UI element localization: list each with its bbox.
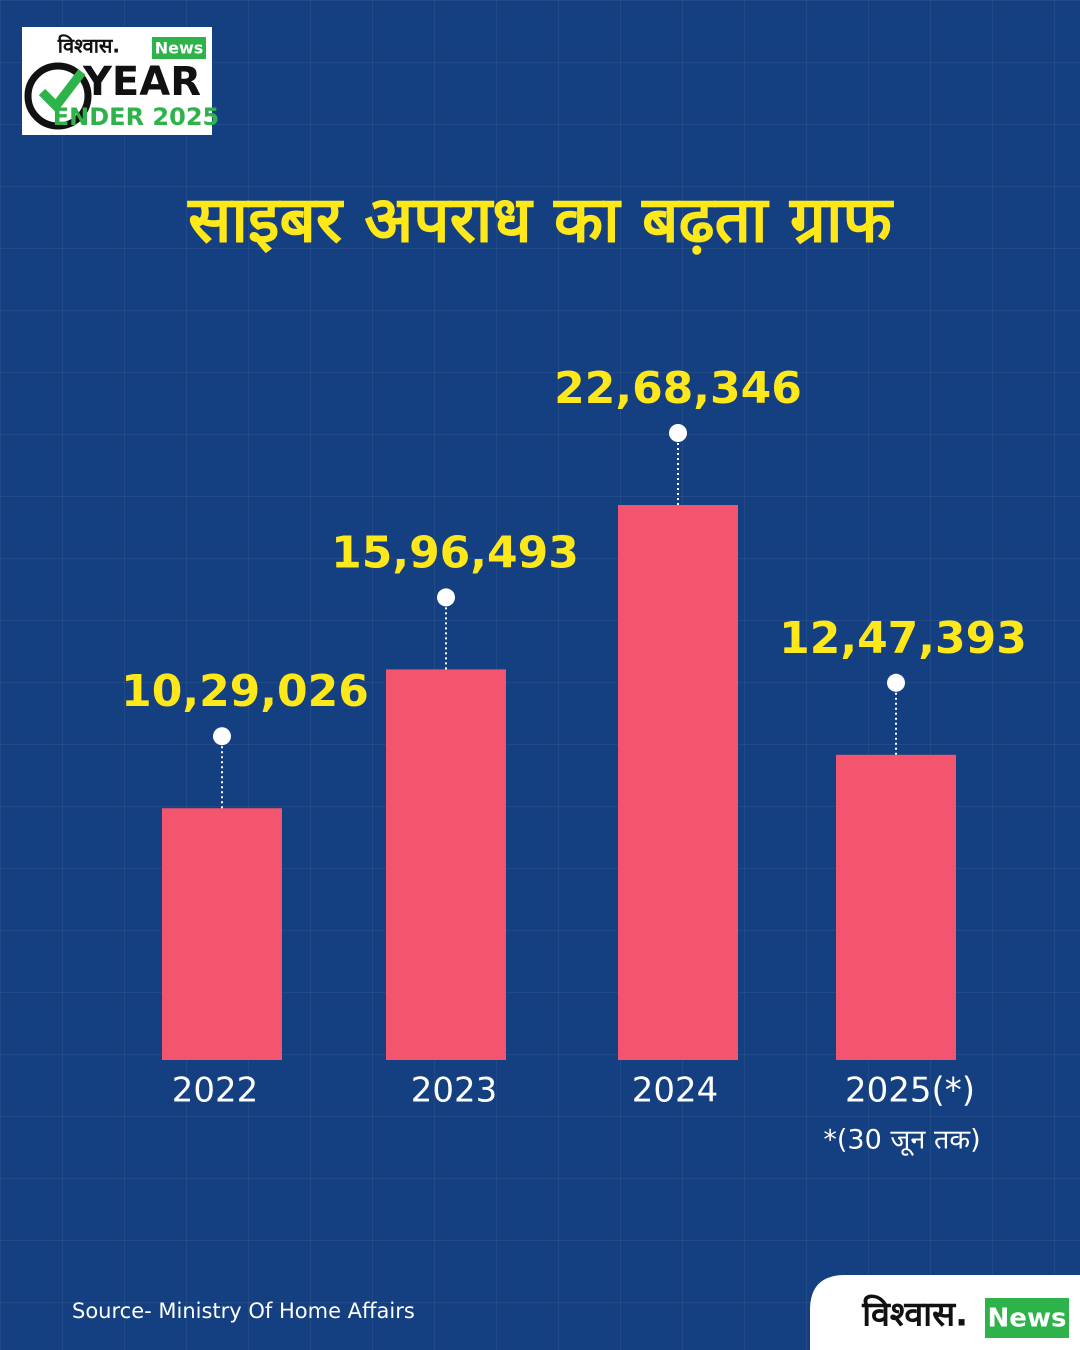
logo-line2: ENDER 2025 xyxy=(53,103,219,131)
logo-badge-box xyxy=(152,37,206,59)
footer-brand: विश्वास. xyxy=(861,1294,968,1335)
bar xyxy=(618,505,738,1060)
x-tick-label: 2024 xyxy=(632,1071,719,1111)
x-tick-label: 2022 xyxy=(172,1071,259,1111)
bar xyxy=(162,808,282,1060)
logo-check xyxy=(38,69,86,113)
leader-dot xyxy=(887,673,905,692)
leader-dot xyxy=(669,424,687,442)
footer-badge: News xyxy=(988,1304,1067,1334)
source: Source- Ministry Of Home Affairs xyxy=(72,1299,415,1323)
footnote: *(30 जून तक) xyxy=(823,1125,980,1157)
value-label: 22,68,346 xyxy=(554,363,802,414)
footer-badge-box xyxy=(985,1298,1069,1338)
logo-badge: News xyxy=(155,39,204,58)
chart-title: साइबर अपराध का बढ़ता ग्राफ xyxy=(187,184,895,258)
leader-dot xyxy=(437,588,455,607)
leader-dot xyxy=(213,727,231,746)
bar xyxy=(386,669,506,1060)
value-label: 15,96,493 xyxy=(331,527,579,578)
x-tick-label: 2025(*) xyxy=(845,1071,975,1111)
logo-line1: YEAR xyxy=(82,59,201,105)
logo-brand: विश्वास. xyxy=(57,34,120,58)
value-label: 12,47,393 xyxy=(779,613,1027,664)
logo-clock xyxy=(24,62,92,130)
x-tick-label: 2023 xyxy=(411,1071,498,1111)
bar xyxy=(836,754,956,1060)
value-label: 10,29,026 xyxy=(121,666,369,717)
